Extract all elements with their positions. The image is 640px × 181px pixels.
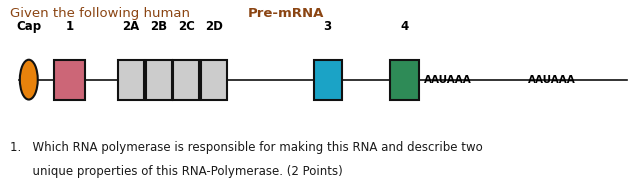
Text: 4: 4	[401, 20, 408, 33]
Text: Given the following human: Given the following human	[10, 7, 194, 20]
Text: 2A: 2A	[123, 20, 140, 33]
Bar	[146, 60, 172, 100]
Bar	[390, 60, 419, 100]
Text: unique properties of this RNA-Polymerase. (2 Points): unique properties of this RNA-Polymerase…	[10, 165, 342, 178]
Text: AAUAAA: AAUAAA	[424, 75, 472, 85]
Bar	[201, 60, 227, 100]
Text: AAUAAA: AAUAAA	[528, 75, 576, 85]
Bar	[54, 60, 85, 100]
Text: Cap: Cap	[16, 20, 42, 33]
Bar	[173, 60, 199, 100]
Ellipse shape	[20, 60, 38, 100]
Bar	[118, 60, 144, 100]
Text: 3: 3	[324, 20, 332, 33]
Bar	[314, 60, 342, 100]
Text: Pre-mRNA: Pre-mRNA	[247, 7, 324, 20]
Text: 1: 1	[66, 20, 74, 33]
Text: 1.   Which RNA polymerase is responsible for making this RNA and describe two: 1. Which RNA polymerase is responsible f…	[10, 141, 483, 154]
Text: 2C: 2C	[178, 20, 195, 33]
Text: 2B: 2B	[150, 20, 167, 33]
Text: 2D: 2D	[205, 20, 223, 33]
